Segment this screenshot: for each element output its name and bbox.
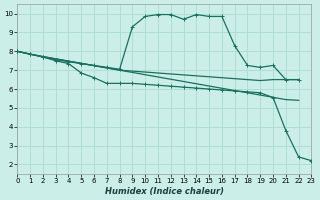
X-axis label: Humidex (Indice chaleur): Humidex (Indice chaleur)	[105, 187, 224, 196]
